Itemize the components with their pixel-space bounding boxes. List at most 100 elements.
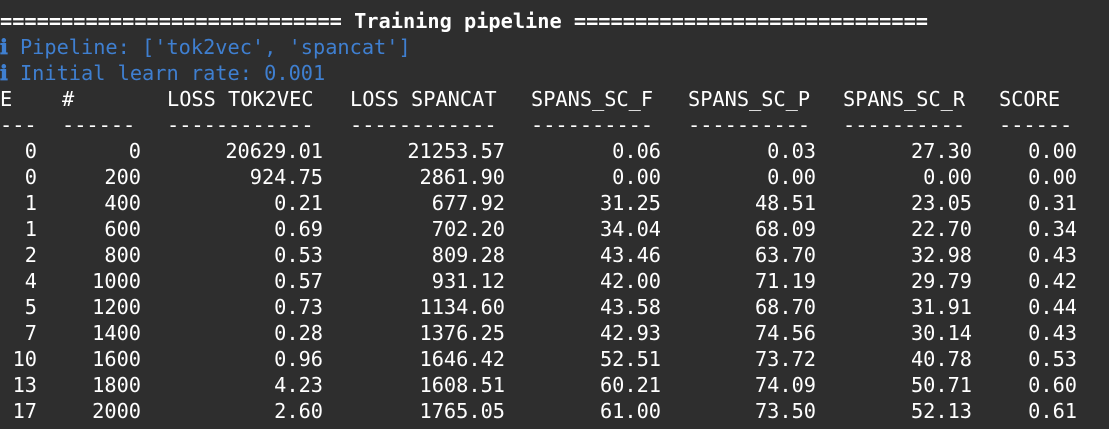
spans-sc-p-cell: 0.03 xyxy=(767,139,816,163)
score-cell: 0.60 xyxy=(1028,373,1077,397)
spans-sc-p-separator: ---------- xyxy=(688,113,811,137)
score-header: SCORE xyxy=(999,87,1061,111)
table-row: 7 1400 0.28 1376.25 42.93 74.56 30.14 0.43 xyxy=(0,320,1109,346)
epoch-cell: 0 xyxy=(24,165,37,189)
pipeline-info-text: Pipeline: ['tok2vec', 'spancat'] xyxy=(19,35,411,59)
step-cell: 1200 xyxy=(92,295,141,319)
loss-spancat-cell: 931.12 xyxy=(431,269,505,293)
score-cell: 0.00 xyxy=(1028,165,1077,189)
epoch-cell: 17 xyxy=(12,399,37,423)
table-row: 10 1600 0.96 1646.42 52.51 73.72 40.78 0.53 xyxy=(0,346,1109,372)
score-cell: 0.43 xyxy=(1028,321,1077,345)
spans-sc-f-cell: 34.04 xyxy=(599,217,661,241)
epoch-cell: 5 xyxy=(24,295,37,319)
loss-tok2vec-cell: 20629.01 xyxy=(225,139,323,163)
spans-sc-r-cell: 29.79 xyxy=(910,269,972,293)
step-cell: 200 xyxy=(104,165,141,189)
table-separator-row: --- ------ ------------ ------------ -------… xyxy=(0,112,1109,138)
score-cell: 0.61 xyxy=(1028,399,1077,423)
loss-tok2vec-header: LOSS TOK2VEC xyxy=(167,87,314,111)
score-cell: 0.53 xyxy=(1028,347,1077,371)
epoch-cell: 7 xyxy=(24,321,37,345)
table-row: 13 1800 4.23 1608.51 60.21 74.09 50.71 0.60 xyxy=(0,372,1109,398)
epoch-cell: 4 xyxy=(24,269,37,293)
spans-sc-f-separator: ---------- xyxy=(531,113,654,137)
spans-sc-p-cell: 48.51 xyxy=(754,191,816,215)
table-row: 0 200 924.75 2861.90 0.00 0.00 0.00 0.00 xyxy=(0,164,1109,190)
epoch-cell: 2 xyxy=(24,243,37,267)
table-row: 2 800 0.53 809.28 43.46 63.70 32.98 0.43 xyxy=(0,242,1109,268)
spans-sc-p-cell: 73.50 xyxy=(754,399,816,423)
step-cell: 1400 xyxy=(92,321,141,345)
spans-sc-f-cell: 31.25 xyxy=(599,191,661,215)
spans-sc-r-cell: 31.91 xyxy=(910,295,972,319)
table-row: 1 400 0.21 677.92 31.25 48.51 23.05 0.31 xyxy=(0,190,1109,216)
spans-sc-p-cell: 71.19 xyxy=(754,269,816,293)
loss-spancat-cell: 1376.25 xyxy=(419,321,505,345)
score-separator: ------ xyxy=(999,113,1073,137)
spans-sc-p-cell: 63.70 xyxy=(754,243,816,267)
spans-sc-p-header: SPANS_SC_P xyxy=(688,87,811,111)
spans-sc-f-cell: 52.51 xyxy=(599,347,661,371)
spans-sc-f-cell: 43.58 xyxy=(599,295,661,319)
loss-tok2vec-cell: 924.75 xyxy=(249,165,323,189)
loss-tok2vec-cell: 2.60 xyxy=(274,399,323,423)
epoch-header: E xyxy=(0,87,13,111)
spans-sc-r-cell: 40.78 xyxy=(910,347,972,371)
loss-tok2vec-cell: 0.57 xyxy=(274,269,323,293)
spans-sc-r-cell: 32.98 xyxy=(910,243,972,267)
spans-sc-r-separator: ---------- xyxy=(843,113,966,137)
spans-sc-f-cell: 42.93 xyxy=(599,321,661,345)
loss-spancat-cell: 21253.57 xyxy=(407,139,505,163)
loss-spancat-cell: 677.92 xyxy=(431,191,505,215)
spans-sc-r-cell: 23.05 xyxy=(910,191,972,215)
epoch-cell: 10 xyxy=(12,347,37,371)
loss-spancat-cell: 1608.51 xyxy=(419,373,505,397)
step-cell: 400 xyxy=(104,191,141,215)
loss-spancat-cell: 1134.60 xyxy=(419,295,505,319)
epoch-cell: 13 xyxy=(12,373,37,397)
spans-sc-r-header: SPANS_SC_R xyxy=(843,87,966,111)
spans-sc-p-cell: 68.70 xyxy=(754,295,816,319)
spans-sc-f-cell: 61.00 xyxy=(599,399,661,423)
spans-sc-f-cell: 60.21 xyxy=(599,373,661,397)
info-icon: ℹ xyxy=(0,61,8,85)
loss-spancat-header: LOSS SPANCAT xyxy=(350,87,497,111)
score-cell: 0.34 xyxy=(1028,217,1077,241)
training-pipeline-title: ============================ Training pi… xyxy=(0,9,928,33)
step-cell: 0 xyxy=(128,139,141,163)
loss-spancat-separator: ------------ xyxy=(350,113,497,137)
info-line-learn-rate: ℹ Initial learn rate: 0.001 xyxy=(0,60,1109,86)
loss-tok2vec-cell: 0.21 xyxy=(274,191,323,215)
step-cell: 2000 xyxy=(92,399,141,423)
table-row: 17 2000 2.60 1765.05 61.00 73.50 52.13 0.61 xyxy=(0,398,1109,424)
loss-spancat-cell: 2861.90 xyxy=(419,165,505,189)
loss-tok2vec-cell: 0.73 xyxy=(274,295,323,319)
epoch-separator: --- xyxy=(0,113,37,137)
spans-sc-r-cell: 27.30 xyxy=(910,139,972,163)
step-cell: 800 xyxy=(104,243,141,267)
epoch-cell: 1 xyxy=(24,217,37,241)
spans-sc-r-cell: 52.13 xyxy=(910,399,972,423)
score-cell: 0.43 xyxy=(1028,243,1077,267)
spans-sc-p-cell: 68.09 xyxy=(754,217,816,241)
score-cell: 0.44 xyxy=(1028,295,1077,319)
info-line-pipeline: ℹ Pipeline: ['tok2vec', 'spancat'] xyxy=(0,34,1109,60)
step-cell: 1000 xyxy=(92,269,141,293)
loss-spancat-cell: 1765.05 xyxy=(419,399,505,423)
loss-tok2vec-cell: 0.69 xyxy=(274,217,323,241)
step-cell: 600 xyxy=(104,217,141,241)
score-cell: 0.31 xyxy=(1028,191,1077,215)
training-table: E # LOSS TOK2VEC LOSS SPANCAT SPANS_SC_F SPAN… xyxy=(0,86,1109,424)
spans-sc-p-cell: 74.56 xyxy=(754,321,816,345)
spans-sc-r-cell: 50.71 xyxy=(910,373,972,397)
step-separator: ------ xyxy=(62,113,136,137)
step-header: # xyxy=(62,87,75,111)
spans-sc-r-cell: 22.70 xyxy=(910,217,972,241)
step-cell: 1800 xyxy=(92,373,141,397)
spans-sc-f-cell: 42.00 xyxy=(599,269,661,293)
loss-spancat-cell: 702.20 xyxy=(431,217,505,241)
spans-sc-f-cell: 0.00 xyxy=(612,165,661,189)
score-cell: 0.42 xyxy=(1028,269,1077,293)
